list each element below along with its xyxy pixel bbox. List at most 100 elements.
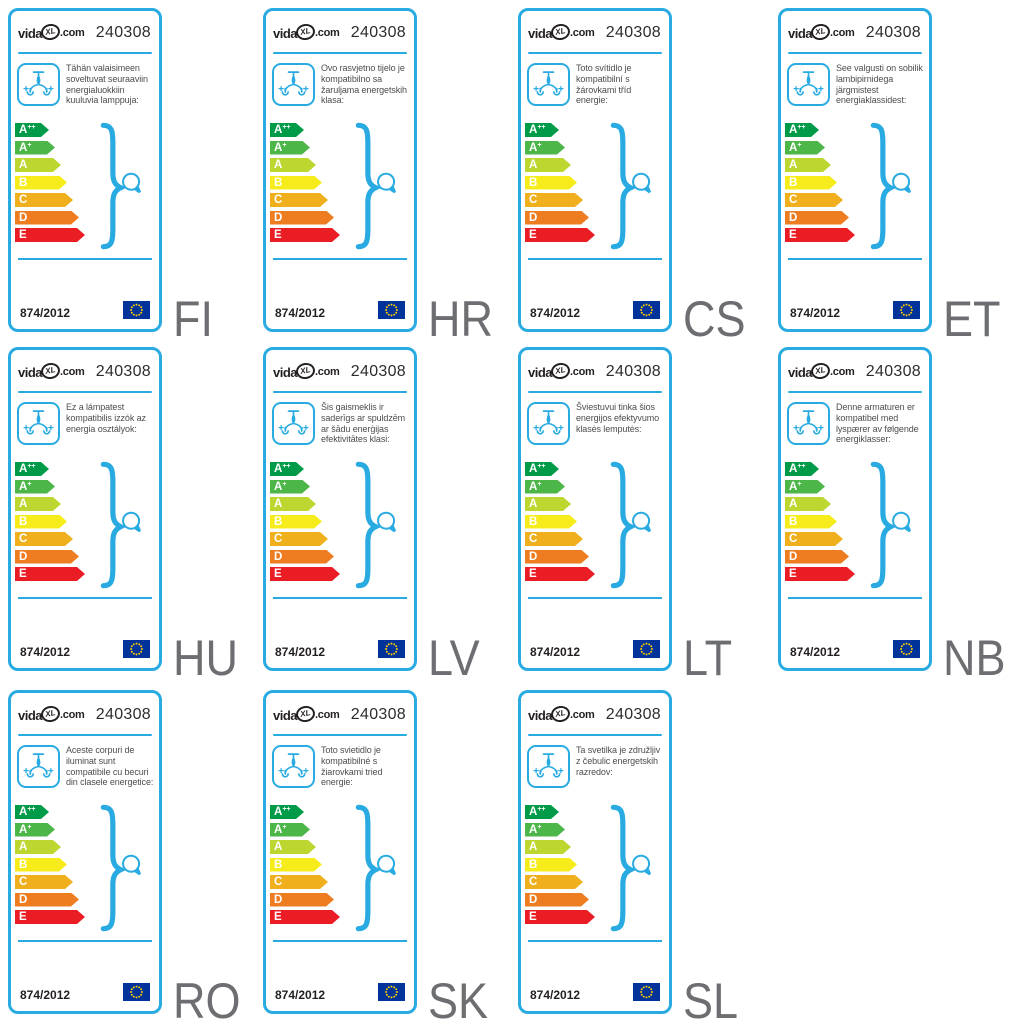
energy-arrow: A [15,840,61,854]
chandelier-icon [17,745,60,788]
brace-icon [610,804,637,932]
energy-class-letter: E [19,229,27,241]
chandelier-icon [272,402,315,445]
energy-class-letter: E [274,568,282,580]
energy-scale: A ++ A + A B C D E [785,461,929,589]
energy-class-letter: A [789,463,798,475]
footer-divider [18,258,152,260]
energy-class-letter: E [789,568,797,580]
header-divider [528,734,662,736]
logo-text-vida: vida [788,25,813,41]
energy-arrow: A [15,158,61,172]
footer-divider [18,597,152,599]
energy-arrow: E [525,910,595,924]
energy-arrow: C [785,532,843,546]
energy-label-card: vida XL .com 240308 [8,347,162,671]
energy-class-letter: A [529,141,538,154]
label-cell: vida XL .com 240308 [8,690,258,1026]
energy-arrow: B [785,176,837,190]
energy-label-card: vida XL .com 240308 [518,690,672,1014]
bulb-icon [377,172,397,194]
logo-xl-badge: XL [39,704,62,724]
description-row: Tähän valaisimeen soveltuvat seuraaviin … [17,63,155,111]
energy-arrow: A + [270,480,310,494]
energy-class-letter: A [789,124,798,136]
energy-label-card: vida XL .com 240308 [8,690,162,1014]
logo-xl-badge: XL [294,361,317,381]
energy-scale: A ++ A + A B C D E [270,122,414,250]
chandelier-icon [527,63,570,106]
footer-divider [528,940,662,942]
card-header: vida XL .com 240308 [11,350,159,381]
energy-class-letter: C [274,194,283,206]
card-header: vida XL .com 240308 [521,693,669,724]
label-cell: vida XL .com 240308 [778,347,1024,683]
card-header: vida XL .com 240308 [11,11,159,42]
energy-label-card: vida XL .com 240308 [518,347,672,671]
energy-class-sup: + [282,823,287,831]
description-row: Toto svítidlo je kompatibilní s žárovkam… [527,63,665,111]
energy-arrow: E [15,228,85,242]
energy-arrows: A ++ A + A B C D E [785,462,929,581]
energy-label-card: vida XL .com 240308 [778,8,932,332]
chandelier-icon [17,402,60,445]
regulation-number: 874/2012 [530,645,581,659]
description-row: Ta svetilka je združljiv z čebulic energ… [527,745,665,793]
energy-class-letter: A [19,463,28,475]
label-cell: vida XL .com 240308 [8,347,258,683]
energy-class-sup: ++ [282,124,291,131]
energy-arrow: B [270,176,322,190]
chandelier-icon [527,745,570,788]
energy-class-letter: A [19,498,28,510]
energy-arrow: E [15,910,85,924]
energy-arrows: A ++ A + A B C D E [270,462,414,581]
energy-scale: A ++ A + A B C D E [525,461,669,589]
energy-arrow: A ++ [270,462,304,476]
vidaxl-logo: vida XL .com [528,704,595,724]
card-footer: 874/2012 [790,301,920,320]
eu-flag-icon [633,301,660,319]
energy-arrow: A ++ [15,462,49,476]
card-header: vida XL .com 240308 [521,11,669,42]
brace-icon [870,122,897,250]
chandelier-icon [17,63,60,106]
eu-flag-icon [123,640,150,658]
energy-class-letter: B [274,858,283,871]
energy-arrow: D [525,211,589,225]
bulb-icon [632,172,652,194]
logo-text-vida: vida [18,25,43,41]
footer-divider [273,597,407,599]
energy-class-sup: ++ [797,463,806,470]
energy-arrow: A + [525,480,565,494]
bulb-icon [892,511,912,533]
energy-arrow: C [270,532,328,546]
vidaxl-logo: vida XL .com [18,22,85,42]
energy-arrow: A [525,840,571,854]
footer-divider [788,597,922,599]
eu-flag-icon [633,640,660,658]
energy-arrow: C [270,193,328,207]
language-code: FI [173,291,213,347]
energy-class-sup: ++ [537,124,546,131]
header-divider [273,391,407,393]
energy-class-letter: E [529,911,537,923]
energy-arrow: E [270,228,340,242]
energy-class-letter: E [19,568,27,580]
energy-scale: A ++ A + A B C D E [270,461,414,589]
energy-arrow: D [785,550,849,564]
energy-arrows: A ++ A + A B C D E [525,462,669,581]
product-number: 240308 [350,24,406,41]
logo-text-vida: vida [528,364,553,380]
energy-class-letter: A [274,124,283,136]
energy-arrow: C [15,532,73,546]
energy-class-letter: C [19,194,28,206]
footer-divider [788,258,922,260]
energy-class-letter: C [274,876,283,888]
logo-text-com: .com [315,27,340,39]
card-header: vida XL .com 240308 [266,693,414,724]
product-number: 240308 [865,24,921,41]
footer-divider [273,258,407,260]
energy-class-sup: ++ [27,124,36,131]
logo-xl-badge: XL [549,704,572,724]
regulation-number: 874/2012 [275,988,326,1002]
